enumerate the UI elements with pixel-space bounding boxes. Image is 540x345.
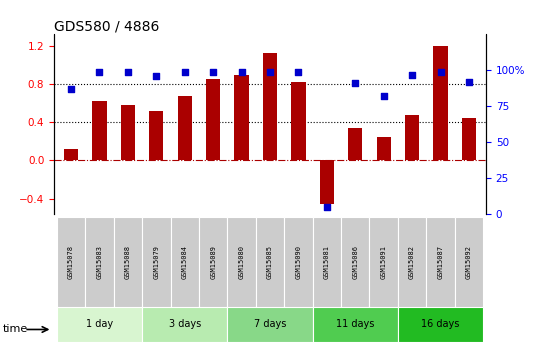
Text: 11 days: 11 days [336,319,374,329]
Text: GSM15084: GSM15084 [182,245,188,279]
Text: GSM15085: GSM15085 [267,245,273,279]
Bar [320,160,334,204]
Point [180,69,189,75]
Point [95,69,104,75]
Point [464,79,473,85]
Bar [171,217,199,307]
Bar [376,137,391,160]
Text: GSM15086: GSM15086 [352,245,358,279]
Bar [398,307,483,342]
Text: time: time [3,325,28,334]
Bar [426,217,455,307]
Point [266,69,274,75]
Bar [178,96,192,160]
Point [380,93,388,99]
Bar [341,217,369,307]
Text: GSM15081: GSM15081 [324,245,330,279]
Bar [398,217,426,307]
Bar [313,307,398,342]
Bar [263,53,277,160]
Point [436,69,445,75]
Bar [199,217,227,307]
Text: 7 days: 7 days [254,319,286,329]
Bar [121,105,135,160]
Bar [234,75,249,160]
Text: GDS580 / 4886: GDS580 / 4886 [54,19,159,33]
Text: GSM15088: GSM15088 [125,245,131,279]
Bar [64,149,78,160]
Bar [142,217,171,307]
Bar [291,82,306,160]
Bar [57,217,85,307]
Bar [57,307,142,342]
Bar [227,307,313,342]
Text: 16 days: 16 days [421,319,460,329]
Point [351,80,360,86]
Point [152,73,160,79]
Bar [405,115,419,160]
Bar [369,217,398,307]
Point [294,69,303,75]
Bar [455,217,483,307]
Text: GSM15090: GSM15090 [295,245,301,279]
Point [322,204,331,209]
Bar [348,128,362,160]
Text: GSM15079: GSM15079 [153,245,159,279]
Bar [85,217,114,307]
Bar [206,79,220,160]
Bar [256,217,284,307]
Bar [149,111,164,160]
Point [124,69,132,75]
Text: 1 day: 1 day [86,319,113,329]
Text: GSM15078: GSM15078 [68,245,74,279]
Point [237,69,246,75]
Point [408,72,416,77]
Bar [462,118,476,160]
Bar [313,217,341,307]
Bar [284,217,313,307]
Bar [227,217,256,307]
Text: GSM15092: GSM15092 [466,245,472,279]
Bar [142,307,227,342]
Point [67,86,76,92]
Bar [92,101,106,160]
Text: GSM15091: GSM15091 [381,245,387,279]
Text: 3 days: 3 days [168,319,201,329]
Point [209,69,218,75]
Text: GSM15087: GSM15087 [437,245,443,279]
Text: GSM15089: GSM15089 [210,245,216,279]
Bar [434,46,448,160]
Bar [114,217,142,307]
Text: GSM15080: GSM15080 [239,245,245,279]
Text: GSM15083: GSM15083 [97,245,103,279]
Text: GSM15082: GSM15082 [409,245,415,279]
